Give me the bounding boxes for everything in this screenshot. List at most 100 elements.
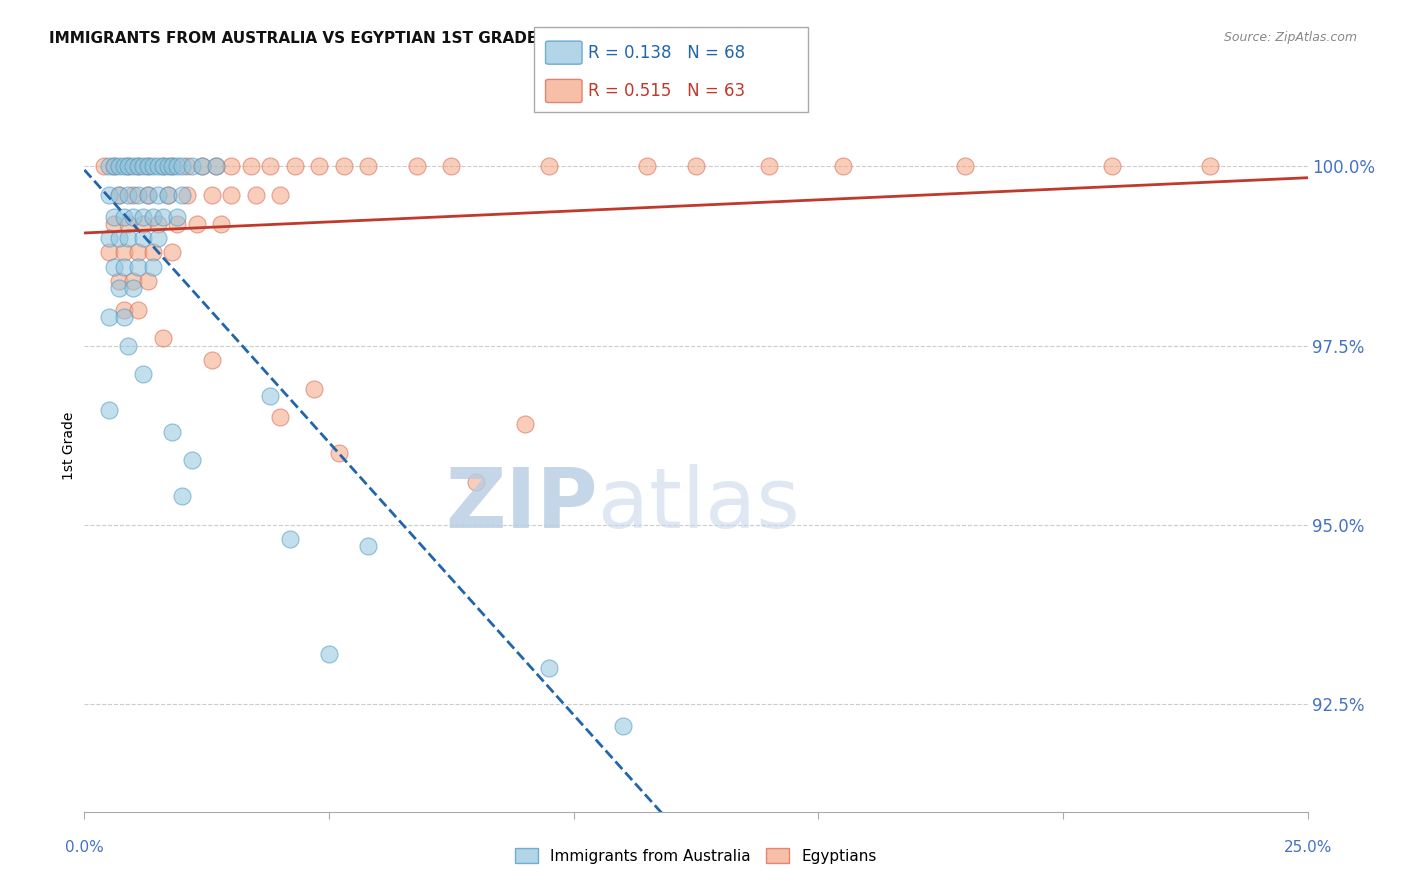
Point	[122, 210, 145, 224]
Text: R = 0.515   N = 63: R = 0.515 N = 63	[588, 82, 745, 100]
Point	[103, 210, 125, 224]
Point	[612, 719, 634, 733]
Point	[239, 159, 262, 173]
Point	[146, 159, 169, 173]
Point	[1198, 159, 1220, 173]
Point	[107, 159, 129, 173]
Point	[318, 647, 340, 661]
Point	[122, 159, 145, 173]
Text: ZIP: ZIP	[446, 464, 598, 545]
Point	[176, 159, 198, 173]
Point	[758, 159, 780, 173]
Point	[132, 231, 155, 245]
Point	[172, 159, 194, 173]
Point	[200, 188, 222, 202]
Point	[107, 281, 129, 295]
Point	[1101, 159, 1123, 173]
Point	[205, 159, 228, 173]
Point	[685, 159, 707, 173]
Point	[146, 217, 169, 231]
Point	[107, 188, 129, 202]
Point	[103, 159, 125, 173]
Point	[269, 188, 291, 202]
Point	[538, 159, 561, 173]
Point	[191, 159, 214, 173]
Point	[162, 159, 184, 173]
Point	[127, 245, 149, 260]
Point	[156, 159, 179, 173]
Point	[259, 389, 281, 403]
Point	[284, 159, 307, 173]
Point	[162, 245, 184, 260]
Point	[186, 217, 208, 231]
Legend: Immigrants from Australia, Egyptians: Immigrants from Australia, Egyptians	[509, 842, 883, 870]
Point	[122, 281, 145, 295]
Point	[245, 188, 267, 202]
Y-axis label: 1st Grade: 1st Grade	[62, 412, 76, 480]
Point	[205, 159, 228, 173]
Point	[464, 475, 486, 489]
Point	[136, 159, 159, 173]
Point	[136, 159, 159, 173]
Point	[117, 188, 139, 202]
Point	[132, 210, 155, 224]
Point	[127, 159, 149, 173]
Point	[636, 159, 658, 173]
Point	[97, 188, 120, 202]
Point	[308, 159, 330, 173]
Text: atlas: atlas	[598, 464, 800, 545]
Point	[117, 231, 139, 245]
Point	[127, 159, 149, 173]
Point	[172, 489, 194, 503]
Point	[200, 353, 222, 368]
Point	[219, 159, 242, 173]
Point	[112, 302, 135, 317]
Point	[97, 403, 120, 417]
Point	[97, 231, 120, 245]
Point	[166, 210, 188, 224]
Point	[107, 231, 129, 245]
Point	[176, 188, 198, 202]
Point	[538, 661, 561, 675]
Point	[142, 260, 165, 274]
Point	[127, 188, 149, 202]
Point	[332, 159, 354, 173]
Point	[107, 274, 129, 288]
Point	[181, 159, 204, 173]
Point	[97, 159, 120, 173]
Point	[269, 410, 291, 425]
Point	[103, 260, 125, 274]
Point	[328, 446, 350, 460]
Point	[219, 188, 242, 202]
Point	[166, 159, 188, 173]
Point	[142, 159, 165, 173]
Point	[142, 245, 165, 260]
Point	[156, 188, 179, 202]
Point	[513, 417, 536, 432]
Point	[97, 245, 120, 260]
Point	[172, 188, 194, 202]
Point	[136, 188, 159, 202]
Point	[93, 159, 115, 173]
Point	[953, 159, 976, 173]
Point	[132, 159, 155, 173]
Point	[191, 159, 214, 173]
Point	[103, 217, 125, 231]
Text: R = 0.138   N = 68: R = 0.138 N = 68	[588, 44, 745, 62]
Point	[162, 159, 184, 173]
Point	[152, 210, 174, 224]
Point	[146, 231, 169, 245]
Point	[831, 159, 853, 173]
Point	[152, 159, 174, 173]
Point	[357, 159, 380, 173]
Point	[117, 159, 139, 173]
Point	[117, 217, 139, 231]
Point	[406, 159, 429, 173]
Point	[112, 159, 135, 173]
Point	[136, 188, 159, 202]
Point	[132, 368, 155, 382]
Point	[152, 159, 174, 173]
Point	[127, 260, 149, 274]
Point	[122, 188, 145, 202]
Point	[156, 188, 179, 202]
